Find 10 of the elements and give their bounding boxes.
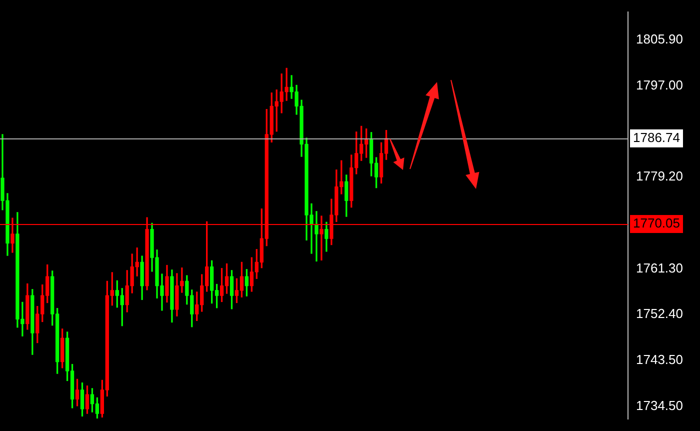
y-tick-label: 1734.50: [636, 398, 683, 413]
y-tick-label: 1743.50: [636, 352, 683, 367]
ref-line-label: 1770.05: [633, 216, 680, 231]
y-tick-label: 1752.40: [636, 306, 683, 322]
y-tick-label: 1805.90: [636, 32, 683, 47]
ref-line-label: 1786.74: [633, 130, 680, 145]
candlestick: [314, 211, 318, 262]
y-tick-label: 1761.30: [636, 260, 683, 276]
y-tick-label: 1797.00: [636, 77, 683, 92]
y-tick-label: 1779.20: [636, 168, 683, 184]
